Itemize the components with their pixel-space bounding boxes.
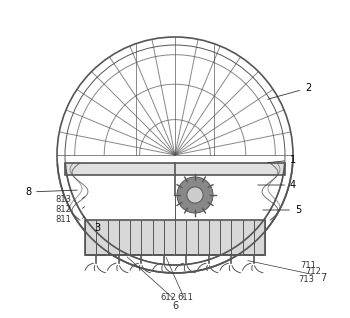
Text: 4: 4 <box>258 180 296 190</box>
Text: 713: 713 <box>298 275 314 285</box>
Text: 6: 6 <box>172 301 178 311</box>
Circle shape <box>187 187 203 203</box>
Text: 612: 612 <box>160 294 176 302</box>
Text: 3: 3 <box>94 223 100 233</box>
Text: 1: 1 <box>268 155 296 165</box>
Text: 7: 7 <box>320 273 326 283</box>
Bar <box>65 163 285 175</box>
Circle shape <box>177 177 213 213</box>
Bar <box>85 220 265 255</box>
Text: 711: 711 <box>300 260 316 269</box>
Text: 8: 8 <box>25 187 77 197</box>
Text: 812: 812 <box>55 205 71 215</box>
Text: 2: 2 <box>268 83 311 99</box>
Text: 813: 813 <box>55 196 71 204</box>
Text: 611: 611 <box>177 294 193 302</box>
Text: 811: 811 <box>55 216 71 225</box>
Text: 5: 5 <box>263 205 301 215</box>
Text: 712: 712 <box>305 267 321 276</box>
